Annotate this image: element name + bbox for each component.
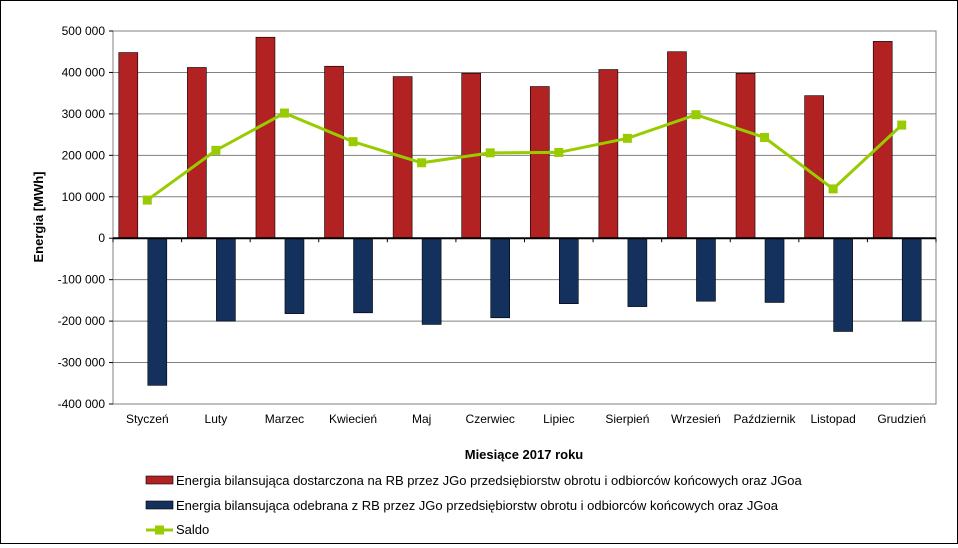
grid-lines [113,71,936,364]
legend-marker [155,525,164,535]
x-tick-label: Wrzesień [671,412,721,426]
y-tick-label: -200 000 [58,314,106,328]
saldo-marker [691,110,701,120]
bar-received [696,237,716,302]
y-tick-label: -100 000 [58,273,106,287]
y-tick-label: -300 000 [58,356,106,370]
legend-label: Energia bilansująca dostarczona na RB pr… [176,473,803,488]
legend-swatch [145,500,174,510]
x-tick-label: Maj [412,412,431,426]
x-tick-label: Marzec [265,412,304,426]
legend-label: Saldo [176,522,209,537]
bar-received [627,237,648,307]
bar-received [833,237,853,332]
y-tick-label: 400 000 [62,65,106,79]
y-tick-label: 200 000 [62,148,106,162]
bar-delivered [667,51,687,239]
saldo-marker [348,137,358,147]
bar-received [901,237,922,322]
saldo-marker [828,184,838,194]
bar-delivered [872,41,893,239]
bar-delivered [598,69,619,239]
y-tick-label: 100 000 [62,190,106,204]
saldo-marker [622,133,632,143]
x-tick-label: Listopad [810,412,855,426]
bar-received [353,237,373,314]
legend-label: Energia bilansująca odebrana z RB przez … [176,498,779,513]
bar-received [147,237,168,386]
saldo-marker [417,158,427,168]
y-tick-label: 300 000 [62,107,106,121]
bar-delivered [804,95,824,239]
legend: Energia bilansująca dostarczona na RB pr… [145,473,803,537]
saldo-marker [897,120,907,130]
y-tick-labels: 500 000 400 000 300 000 200 000 100 000 0 -100… [58,24,113,411]
bar-received [421,237,442,325]
saldo-marker [279,108,289,118]
y-tick-label: 0 [98,231,105,245]
y-axis-title: Energia [MWh] [31,172,46,263]
plot-area [112,30,937,405]
saldo-line [142,108,907,205]
x-tick-label: Sierpień [605,412,649,426]
bar-delivered [187,67,207,239]
x-tick-label: Czerwiec [466,412,515,426]
x-axis-title: Miesiące 2017 roku [465,447,584,462]
legend-swatch [145,475,174,485]
bar-received [284,237,305,314]
bar-received [558,237,579,305]
bar-received [216,237,236,322]
bar-delivered [529,86,550,239]
bar-delivered [118,52,139,239]
x-tick-label: Lipiec [543,412,574,426]
bars [118,36,922,386]
bar-received [764,237,785,303]
y-tick-label: 500 000 [62,24,106,38]
zero-axis [112,237,937,243]
x-tick-label: Październik [734,412,797,426]
saldo-marker [554,147,564,157]
saldo-marker [142,195,152,205]
saldo-marker [760,133,770,143]
x-tick-label: Luty [205,412,228,426]
x-tick-label: Grudzień [877,412,926,426]
bar-delivered [324,65,344,239]
bar-delivered [735,72,756,239]
y-tick-label: -400 000 [58,397,106,411]
saldo-marker [211,145,221,155]
bar-delivered [255,36,276,239]
x-tick-labels: Styczeń Luty Marzec Kwiecień Maj Czerwiec Lipi… [126,412,926,426]
saldo-marker [485,148,495,158]
saldo-polyline [146,111,903,202]
x-tick-label: Styczeń [126,412,169,426]
bar-received [490,237,511,319]
x-tick-label: Kwiecień [329,412,377,426]
